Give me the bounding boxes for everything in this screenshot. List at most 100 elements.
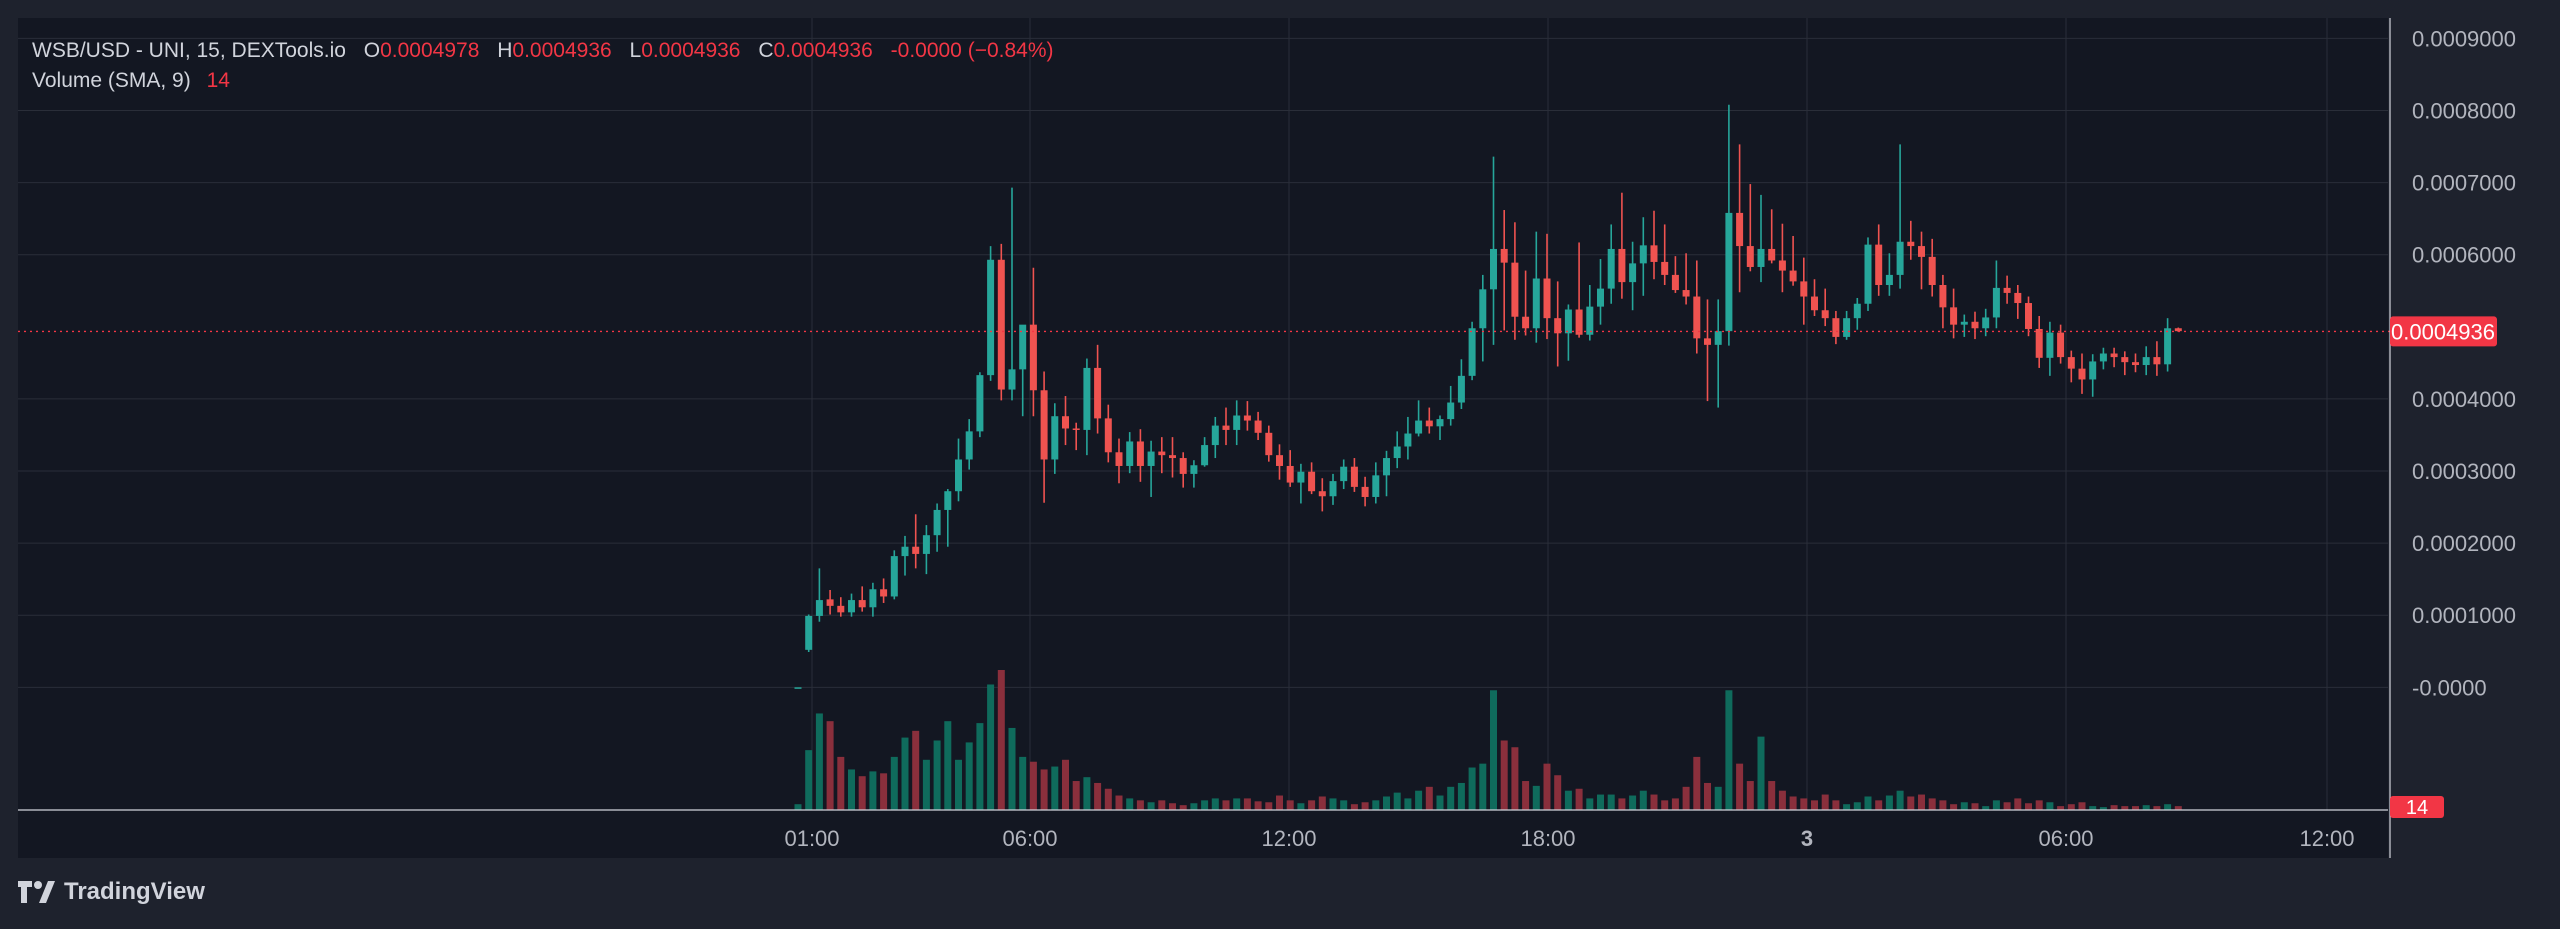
- volume-bar: [1918, 794, 1925, 810]
- volume-bar: [2099, 807, 2107, 810]
- candle-body: [1308, 471, 1316, 492]
- volume-bar: [1340, 800, 1348, 810]
- candle-body: [1939, 285, 1947, 308]
- volume-bar: [1543, 763, 1551, 810]
- candle-body: [1136, 441, 1144, 466]
- volume-bar: [1243, 798, 1251, 810]
- candle-body: [1907, 241, 1915, 247]
- candle-body: [1404, 433, 1412, 447]
- y-tick-label: 0.0009000: [2412, 26, 2516, 51]
- candle-body: [1104, 418, 1112, 453]
- candle-body: [1051, 416, 1059, 460]
- volume-bar: [1286, 800, 1294, 810]
- volume-bar: [1992, 800, 2000, 810]
- candle-body: [944, 491, 952, 510]
- candle-body: [1575, 309, 1583, 335]
- candle-body: [1040, 390, 1048, 460]
- volume-bar: [1019, 756, 1027, 810]
- y-tick-label: 0.0004000: [2412, 387, 2516, 412]
- volume-bar: [1201, 800, 1209, 810]
- candle-body: [805, 615, 813, 650]
- candle-body: [1864, 244, 1872, 304]
- volume-bar: [1800, 798, 1808, 810]
- candle-body: [1265, 432, 1273, 456]
- volume-bar: [2174, 806, 2182, 810]
- volume-bar: [2046, 802, 2054, 810]
- candle-body: [2046, 332, 2054, 358]
- last-volume-tag: [2390, 796, 2444, 818]
- volume-bar: [880, 773, 888, 810]
- volume-bar: [1468, 767, 1476, 810]
- symbol-label: WSB/USD - UNI, 15, DEXTools.io: [32, 39, 346, 62]
- volume-bar: [1554, 775, 1562, 810]
- volume-bar: [1597, 794, 1604, 810]
- candle-body: [1746, 246, 1754, 267]
- candle-body: [1554, 318, 1562, 334]
- candle-body: [1147, 451, 1155, 466]
- volume-bar: [858, 776, 866, 810]
- tradingview-brand[interactable]: TradingView: [18, 876, 205, 908]
- candle-body: [1500, 248, 1508, 263]
- y-tick-label: 0.0006000: [2412, 243, 2516, 268]
- candle-body: [2035, 328, 2043, 358]
- open-label: O: [363, 39, 381, 62]
- candle-body: [1211, 425, 1219, 446]
- candle-body: [901, 546, 909, 557]
- volume-bar: [1329, 798, 1337, 810]
- candle-body: [1062, 416, 1069, 429]
- volume-bar: [1832, 800, 1840, 810]
- candle-body: [1682, 290, 1690, 297]
- candle-body: [1971, 321, 1979, 329]
- change-value: -0.0000 (−0.84%): [890, 39, 1054, 62]
- candle-body: [1490, 248, 1497, 290]
- volume-bar: [1960, 802, 1968, 810]
- volume-bar: [1051, 766, 1059, 810]
- volume-bar: [2153, 806, 2161, 810]
- candle-body: [1992, 287, 2000, 318]
- candle-body: [1008, 369, 1016, 390]
- volume-bar: [1928, 798, 1936, 810]
- volume-bar: [1811, 800, 1818, 810]
- volume-bar: [826, 721, 834, 810]
- volume-bar: [890, 756, 898, 810]
- candle-body: [1704, 338, 1711, 345]
- volume-bar: [2035, 800, 2043, 810]
- volume-bar: [1179, 805, 1187, 810]
- last-volume-label: 14: [2406, 797, 2428, 819]
- candle-body: [1661, 261, 1669, 275]
- volume-bar: [869, 771, 877, 810]
- y-tick-label: -0.0000: [2412, 675, 2487, 700]
- candle-body: [1286, 465, 1294, 483]
- volume-bar: [2025, 803, 2032, 810]
- candle-body: [1276, 455, 1283, 466]
- candle-body: [1511, 262, 1519, 317]
- candle-body: [1736, 212, 1744, 247]
- candle-body: [1222, 425, 1230, 430]
- candle-body: [1543, 278, 1551, 319]
- volume-bar: [1629, 795, 1637, 810]
- chart-legend: WSB/USD - UNI, 15, DEXTools.io O0.000497…: [32, 36, 1054, 96]
- volume-bar: [912, 730, 920, 810]
- candle-body: [794, 687, 802, 689]
- candle-body: [1254, 420, 1262, 433]
- volume-bar: [1318, 796, 1326, 810]
- y-tick-label: 0.0003000: [2412, 459, 2516, 484]
- volume-value: 14: [206, 69, 230, 92]
- candle-body: [848, 600, 855, 613]
- volume-bar: [1950, 804, 1958, 810]
- candle-body: [1843, 318, 1851, 337]
- candle-body: [1875, 244, 1883, 286]
- volume-bar: [1265, 802, 1273, 810]
- volume-bar: [1885, 795, 1893, 810]
- volume-bar: [1532, 785, 1540, 810]
- candle-body: [1811, 296, 1818, 311]
- candle-body: [1650, 245, 1658, 262]
- candle-body: [1169, 455, 1176, 459]
- candle-body: [1318, 491, 1326, 497]
- candle-body: [1789, 270, 1797, 282]
- volume-bar: [2003, 802, 2011, 810]
- candle-body: [1885, 274, 1893, 286]
- brand-name: TradingView: [64, 878, 205, 905]
